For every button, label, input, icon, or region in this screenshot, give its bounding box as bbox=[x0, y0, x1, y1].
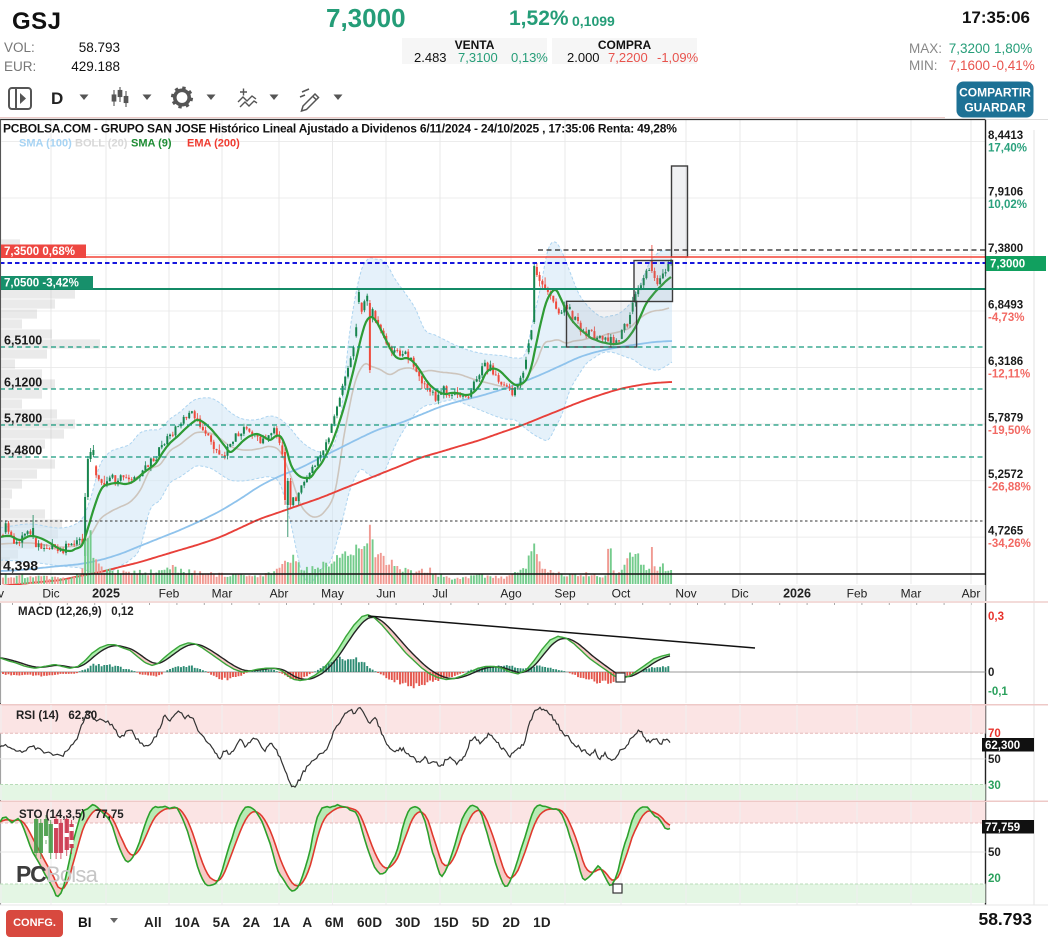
svg-text:PC: PC bbox=[16, 861, 46, 887]
svg-text:77,759: 77,759 bbox=[985, 822, 1020, 834]
svg-text:BOLL (20): BOLL (20) bbox=[75, 138, 128, 150]
svg-text:2025: 2025 bbox=[92, 587, 120, 601]
svg-text:COMPARTIR: COMPARTIR bbox=[959, 86, 1031, 100]
svg-text:-26,88%: -26,88% bbox=[988, 482, 1031, 494]
svg-text:5,2572: 5,2572 bbox=[988, 469, 1023, 481]
svg-text:Feb: Feb bbox=[847, 587, 868, 601]
svg-text:6,3186: 6,3186 bbox=[988, 356, 1023, 368]
svg-text:MACD (12,26,9) 0,12: MACD (12,26,9) 0,12 bbox=[18, 606, 134, 618]
svg-text:Mar: Mar bbox=[212, 587, 233, 601]
svg-text:62,300: 62,300 bbox=[985, 740, 1020, 752]
svg-text:10,02%: 10,02% bbox=[988, 199, 1027, 211]
svg-text:Bolsa: Bolsa bbox=[46, 862, 99, 887]
svg-text:Jul: Jul bbox=[432, 587, 447, 601]
svg-text:Oct: Oct bbox=[612, 587, 631, 601]
svg-text:8,4413: 8,4413 bbox=[988, 130, 1023, 142]
svg-text:D: D bbox=[51, 89, 63, 108]
svg-text:0: 0 bbox=[988, 667, 994, 679]
svg-text:6,5100: 6,5100 bbox=[4, 334, 42, 348]
svg-text:-34,26%: -34,26% bbox=[988, 538, 1031, 550]
svg-text:50: 50 bbox=[988, 754, 1001, 766]
svg-text:Ago: Ago bbox=[500, 587, 522, 601]
svg-text:Sep: Sep bbox=[554, 587, 576, 601]
svg-text:Feb: Feb bbox=[159, 587, 180, 601]
svg-text:6,8493: 6,8493 bbox=[988, 300, 1023, 312]
svg-text:Abr: Abr bbox=[962, 587, 981, 601]
svg-text:v: v bbox=[0, 587, 4, 601]
svg-text:SMA (9): SMA (9) bbox=[131, 138, 172, 150]
svg-text:20: 20 bbox=[988, 873, 1001, 885]
svg-text:30: 30 bbox=[988, 780, 1001, 792]
svg-text:STO (14,3,5) 77,75: STO (14,3,5) 77,75 bbox=[19, 809, 124, 821]
svg-text:7,9106: 7,9106 bbox=[988, 187, 1023, 199]
svg-text:Abr: Abr bbox=[270, 587, 289, 601]
svg-text:5,7879: 5,7879 bbox=[988, 413, 1023, 425]
svg-text:2026: 2026 bbox=[783, 587, 811, 601]
svg-text:4,398: 4,398 bbox=[3, 558, 38, 574]
svg-text:7,3500 0,68%: 7,3500 0,68% bbox=[4, 246, 75, 258]
svg-text:7,3800: 7,3800 bbox=[988, 243, 1023, 255]
svg-text:GUARDAR: GUARDAR bbox=[964, 101, 1026, 115]
svg-text:Jun: Jun bbox=[376, 587, 395, 601]
svg-text:-4,73%: -4,73% bbox=[988, 312, 1024, 324]
svg-text:Dic: Dic bbox=[42, 587, 59, 601]
svg-text:0,3: 0,3 bbox=[988, 611, 1004, 623]
svg-text:May: May bbox=[321, 587, 344, 601]
svg-text:EMA (200): EMA (200) bbox=[187, 138, 240, 150]
svg-text:Nov: Nov bbox=[675, 587, 696, 601]
svg-text:-0,1: -0,1 bbox=[988, 686, 1008, 698]
svg-text:4,7265: 4,7265 bbox=[988, 526, 1024, 538]
svg-text:70: 70 bbox=[988, 728, 1001, 740]
svg-text:Dic: Dic bbox=[731, 587, 748, 601]
svg-text:5,7800: 5,7800 bbox=[4, 412, 42, 426]
svg-text:PCBOLSA.COM - GRUPO SAN JOSE H: PCBOLSA.COM - GRUPO SAN JOSE Histórico L… bbox=[3, 122, 677, 136]
svg-text:-12,11%: -12,11% bbox=[988, 369, 1030, 381]
svg-text:-19,50%: -19,50% bbox=[988, 425, 1031, 437]
svg-text:17,40%: 17,40% bbox=[988, 143, 1027, 155]
svg-text:RSI (14) 62,30: RSI (14) 62,30 bbox=[16, 710, 97, 722]
svg-text:Mar: Mar bbox=[901, 587, 922, 601]
svg-text:7,0500 -3,42%: 7,0500 -3,42% bbox=[4, 278, 79, 290]
svg-text:SMA (100): SMA (100) bbox=[19, 138, 72, 150]
svg-text:50: 50 bbox=[988, 847, 1001, 859]
svg-text:7,3000: 7,3000 bbox=[990, 259, 1025, 271]
svg-text:6,1200: 6,1200 bbox=[4, 376, 42, 390]
svg-text:5,4800: 5,4800 bbox=[4, 444, 42, 458]
